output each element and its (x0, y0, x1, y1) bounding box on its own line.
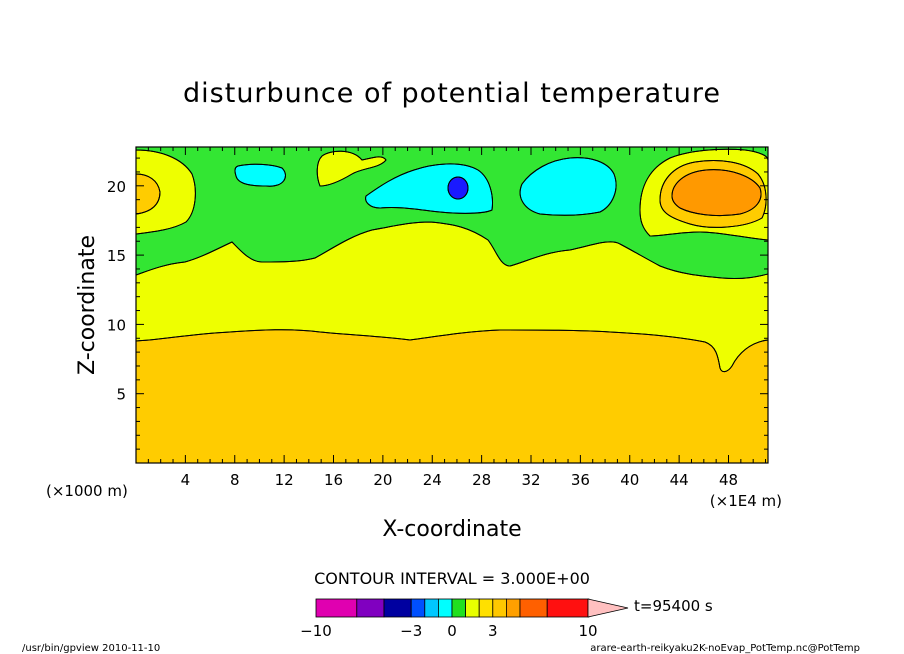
chart-title: disturbunce of potential temperature (183, 78, 721, 109)
time-label: t=95400 s (634, 597, 713, 615)
colorbar-tick-label: 10 (578, 622, 597, 640)
y-tick-label: 5 (116, 386, 126, 404)
colorbar-tick-label: −3 (400, 622, 422, 640)
colorbar-tick-label: 0 (447, 622, 457, 640)
colorbar-swatch (424, 598, 439, 618)
contour-interval-label: CONTOUR INTERVAL = 3.000E+00 (314, 569, 590, 588)
x-tick-label: 36 (571, 471, 590, 489)
x-tick-label: 28 (472, 471, 491, 489)
x-axis-title: X-coordinate (382, 517, 521, 542)
colorbar-swatch (410, 598, 426, 618)
y-tick-label: 10 (107, 316, 126, 334)
x-tick-label: 44 (670, 471, 689, 489)
colorbar-swatch (492, 598, 507, 618)
colorbar-tick-label: −10 (300, 622, 332, 640)
x-tick-label: 8 (230, 471, 240, 489)
contour-line-upper (136, 221, 768, 279)
x-tick-label: 32 (521, 471, 540, 489)
colorbar-swatch (356, 598, 385, 618)
plot-frame (135, 146, 769, 464)
contour-fill-base-layer (136, 329, 768, 463)
x-axis-unit-left: (×1000 m) (46, 482, 128, 500)
colorbar-swatch (546, 598, 589, 618)
y-tick-label: 20 (107, 178, 126, 196)
x-tick-label: 4 (181, 471, 191, 489)
colorbar-overflow-arrow (587, 598, 629, 618)
colorbar-swatch (315, 598, 358, 618)
contour-lines (136, 148, 768, 373)
colorbar-swatch (505, 598, 521, 618)
colorbar: −10 −3 0 3 10 (300, 598, 629, 640)
y-axis: 5 10 15 20 (107, 157, 768, 450)
colorbar-swatch (478, 598, 494, 618)
x-tick-label: 16 (324, 471, 343, 489)
colorbar-swatch (451, 598, 467, 618)
x-axis: 4 8 12 16 20 24 28 32 36 40 44 48 (147, 147, 767, 489)
contour-line-lower (136, 329, 768, 373)
x-tick-label: 20 (373, 471, 392, 489)
colorbar-swatch (519, 598, 548, 618)
colorbar-swatch (465, 598, 480, 618)
colorbar-swatch (383, 598, 412, 618)
x-tick-label: 40 (620, 471, 639, 489)
colorbar-tick-label: 3 (488, 622, 498, 640)
y-tick-label: 15 (107, 247, 126, 265)
plot-area (135, 146, 769, 464)
x-tick-label: 48 (719, 471, 738, 489)
footer-left: /usr/bin/gpview 2010-11-10 (22, 643, 160, 654)
x-tick-label: 24 (423, 471, 442, 489)
footer-right: arare-earth-reikyaku2K-noEvap_PotTemp.nc… (590, 643, 860, 654)
y-axis-title: Z-coordinate (75, 235, 100, 375)
x-tick-label: 12 (275, 471, 294, 489)
colorbar-swatch (437, 598, 453, 618)
x-axis-unit-right: (×1E4 m) (710, 492, 782, 510)
